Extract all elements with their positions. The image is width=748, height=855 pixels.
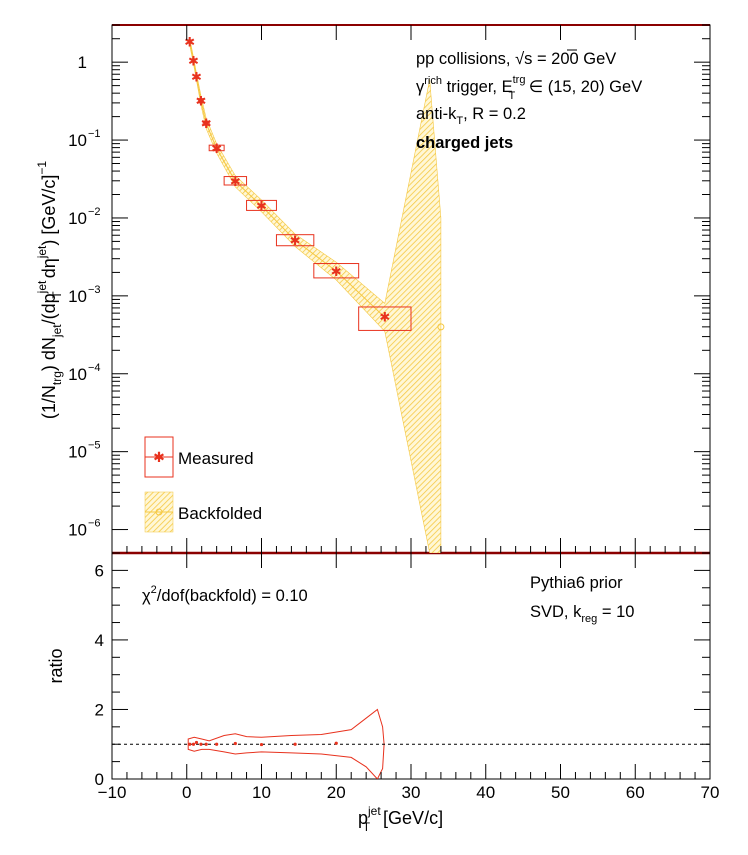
legend-measured-label: Measured	[178, 449, 254, 468]
legend-backfolded-marker	[155, 508, 163, 516]
measured-point: ✱	[379, 310, 390, 325]
annotation-prior: Pythia6 prior	[530, 574, 623, 592]
annotation-svd: SVD, kreg = 10	[530, 603, 634, 625]
backfolded-band	[189, 37, 445, 553]
lower-y-tick-label: 0	[95, 770, 104, 789]
ratio-axis-label: ratio	[46, 648, 66, 683]
measured-point: ✱	[290, 233, 301, 248]
ratio-point	[259, 742, 264, 747]
measured-point: ✱	[188, 54, 199, 69]
upper-y-tick-exponent: −6	[88, 518, 101, 530]
measured-syst-box	[246, 199, 277, 211]
measured-syst-box	[223, 176, 248, 186]
measured-point: ✱	[184, 34, 195, 49]
legend-backfolded-label: Backfolded	[178, 504, 262, 523]
x-tick-label: 10	[252, 783, 271, 802]
measured-point: ✱	[331, 264, 342, 279]
upper-y-axis-ticks: 110−110−210−310−410−510−6	[68, 24, 711, 553]
ratio-point	[194, 740, 199, 745]
upper-y-tick-label: 10	[68, 209, 87, 228]
ratio-point	[334, 741, 338, 745]
ratio-point	[191, 742, 196, 746]
backfolded-point	[437, 323, 445, 331]
x-tick-label: 40	[476, 783, 495, 802]
ratio-point	[199, 742, 203, 746]
ratio-point	[215, 742, 219, 746]
lower-y-tick-label: 2	[95, 700, 104, 719]
measured-syst-box	[194, 74, 199, 79]
ratio-point	[204, 742, 208, 746]
upper-y-tick-label: 10	[68, 521, 87, 540]
x-tick-label: 0	[182, 783, 191, 802]
x-tick-label: 50	[551, 783, 570, 802]
upper-y-tick-exponent: −3	[88, 284, 101, 296]
lower-y-tick-label: 4	[95, 631, 104, 650]
legend: ✱ Measured Backfolded	[144, 436, 262, 533]
x-tick-label: −10	[98, 783, 127, 802]
measured-syst-box	[313, 263, 360, 279]
measured-syst-box	[275, 234, 315, 247]
measured-point: ✱	[230, 174, 241, 189]
ratio-point	[233, 741, 237, 746]
measured-syst-box	[198, 98, 204, 104]
backfolded-line	[189, 41, 386, 318]
annotation-algorithm: anti-kT, R = 0.2	[416, 105, 526, 127]
measured-syst-box	[187, 39, 192, 44]
x-tick-label: 60	[626, 783, 645, 802]
ratio-point	[188, 742, 192, 746]
x-axis-label: pjet T [GeV/c]	[358, 804, 443, 834]
measured-syst-box	[358, 306, 412, 331]
measured-point: ✱	[195, 94, 206, 109]
ratio-envelope	[112, 708, 710, 779]
measured-syst-box	[208, 144, 225, 152]
annotation-chi2: χ2/dof(backfold) = 0.10	[142, 584, 308, 605]
upper-y-tick-label: 10	[68, 365, 87, 384]
annotation-collisions: pp collisions, √s = 200 GeV	[416, 50, 616, 68]
measured-point: ✱	[256, 198, 267, 213]
lower-y-tick-label: 6	[95, 561, 104, 580]
upper-y-tick-label: 10	[68, 287, 87, 306]
annotation-trigger: γrich trigger, Etrg T ∈ (15, 20) GeV	[416, 74, 642, 102]
x-tick-label: 70	[701, 783, 720, 802]
measured-syst-box	[191, 58, 196, 63]
upper-y-tick-label: 10	[68, 443, 87, 462]
measured-series: ✱✱✱✱✱✱✱✱✱✱✱	[184, 34, 412, 331]
upper-y-axis-label: (1/Ntrg) dNjet/(dpjetT dηjet) [GeV/c]−1	[35, 161, 64, 420]
x-tick-label: 20	[327, 783, 346, 802]
ratio-point	[293, 742, 297, 746]
x-tick-label: 30	[402, 783, 421, 802]
measured-point: ✱	[191, 70, 202, 85]
ratio-points	[188, 740, 338, 747]
upper-y-tick-label: 10	[68, 131, 87, 150]
upper-y-tick-exponent: −4	[88, 362, 101, 374]
upper-y-tick-exponent: −1	[88, 128, 101, 140]
measured-point: ✱	[201, 116, 212, 131]
annotation-charged-jets: charged jets	[416, 134, 513, 152]
upper-y-tick-exponent: −5	[88, 440, 101, 452]
measured-point: ✱	[211, 141, 222, 156]
ratio-envelope-outline	[187, 708, 385, 779]
backfolded-band-area	[189, 37, 442, 553]
measured-syst-box	[202, 120, 210, 126]
upper-y-tick-label: 1	[78, 53, 87, 72]
legend-measured-marker: ✱	[153, 449, 165, 465]
upper-y-tick-exponent: −2	[88, 206, 101, 218]
